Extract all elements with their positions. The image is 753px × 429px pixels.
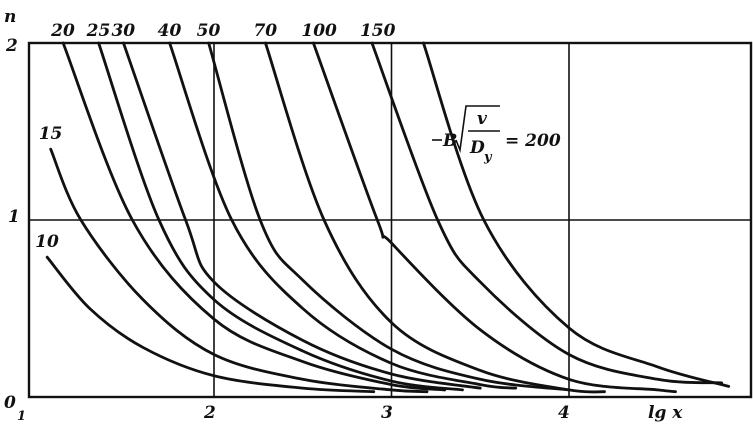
y-tick-1: 1 <box>8 207 20 227</box>
series-label-10: 10 <box>35 232 59 252</box>
series-label-40: 40 <box>158 21 182 41</box>
grid <box>29 43 751 397</box>
series-label-150: 150 <box>360 21 396 41</box>
sqrt-sign <box>455 105 500 154</box>
y-axis-label: n <box>4 7 16 27</box>
x-axis-label: lg x <box>648 403 683 423</box>
curve-100 <box>312 41 677 394</box>
curve-10 <box>45 255 376 394</box>
curve-20 <box>61 41 447 392</box>
y-tick-2: 2 <box>5 36 18 56</box>
curve-30 <box>122 41 482 390</box>
y-tick-0: 0 <box>4 393 16 413</box>
series-label-20: 20 <box>50 21 75 41</box>
x-tick-3: 3 <box>381 403 393 423</box>
curve-150 <box>370 41 724 385</box>
curve-15 <box>49 147 429 394</box>
curves <box>45 41 731 394</box>
series-label-25: 25 <box>86 21 111 41</box>
series-label-15: 15 <box>39 124 63 144</box>
x-tick-2: 2 <box>203 403 216 423</box>
series-labels: 10 15 20 25 30 40 50 70 100 150 <box>35 21 395 252</box>
annotation-denominator-sub: y <box>483 150 493 165</box>
plot-frame <box>27 41 753 399</box>
annotation-suffix: = 200 <box>505 131 561 151</box>
x-tick-4: 4 <box>558 403 570 423</box>
annotation-numerator: v <box>477 109 488 129</box>
annotation-formula: B v D y = 200 <box>432 105 561 165</box>
series-label-50: 50 <box>197 21 221 41</box>
curve-50 <box>207 41 571 392</box>
x-origin-label: 1 <box>17 409 26 424</box>
curve-25 <box>97 41 464 392</box>
annotation-prefix: B <box>442 131 457 151</box>
curve-200 <box>422 41 731 388</box>
series-label-100: 100 <box>301 21 337 41</box>
curve-70 <box>264 41 606 394</box>
series-label-70: 70 <box>253 21 277 41</box>
annotation-denominator: D <box>469 138 485 158</box>
curve-40 <box>168 41 518 390</box>
series-label-30: 30 <box>111 21 135 41</box>
